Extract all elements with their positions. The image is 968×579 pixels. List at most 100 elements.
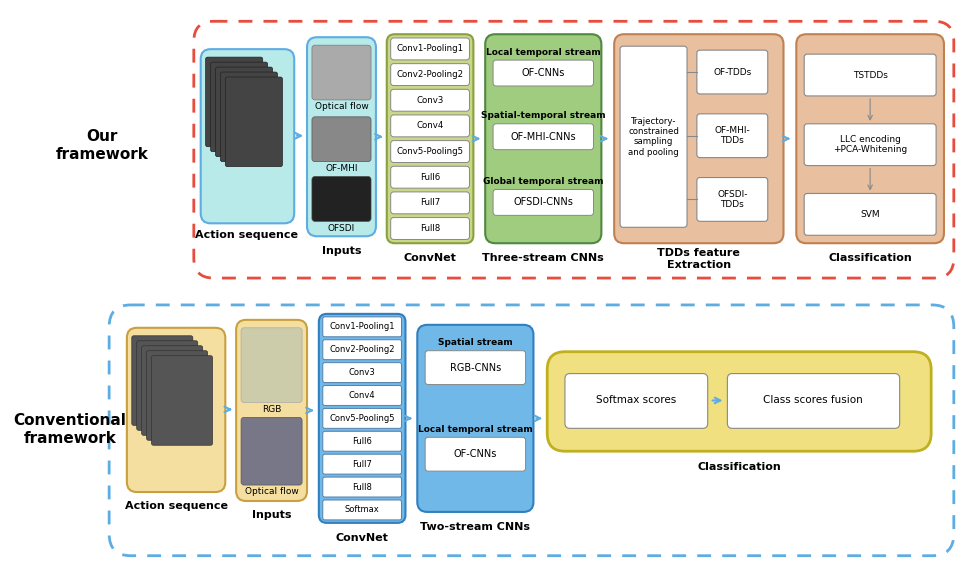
FancyBboxPatch shape bbox=[565, 373, 708, 428]
FancyBboxPatch shape bbox=[485, 34, 601, 243]
FancyBboxPatch shape bbox=[727, 373, 899, 428]
FancyBboxPatch shape bbox=[697, 178, 768, 221]
Text: ConvNet: ConvNet bbox=[336, 533, 388, 543]
FancyBboxPatch shape bbox=[322, 477, 402, 497]
Text: Trajectory-
constrained
sampling
and pooling: Trajectory- constrained sampling and poo… bbox=[628, 116, 679, 157]
FancyBboxPatch shape bbox=[697, 50, 768, 94]
FancyBboxPatch shape bbox=[493, 60, 593, 86]
FancyBboxPatch shape bbox=[226, 77, 283, 167]
Text: OF-MHI-CNNs: OF-MHI-CNNs bbox=[510, 132, 576, 142]
FancyBboxPatch shape bbox=[136, 341, 197, 430]
FancyBboxPatch shape bbox=[697, 114, 768, 157]
Text: Conv2-Pooling2: Conv2-Pooling2 bbox=[329, 345, 395, 354]
Text: Local temporal stream: Local temporal stream bbox=[486, 47, 601, 57]
Text: Full8: Full8 bbox=[420, 224, 440, 233]
FancyBboxPatch shape bbox=[391, 89, 469, 111]
FancyBboxPatch shape bbox=[547, 351, 931, 451]
Text: OF-MHI: OF-MHI bbox=[325, 164, 358, 173]
FancyBboxPatch shape bbox=[391, 166, 469, 188]
Text: Spatial stream: Spatial stream bbox=[438, 338, 513, 347]
FancyBboxPatch shape bbox=[322, 340, 402, 360]
Text: Conv5-Pooling5: Conv5-Pooling5 bbox=[329, 414, 395, 423]
FancyBboxPatch shape bbox=[318, 314, 406, 523]
FancyBboxPatch shape bbox=[322, 431, 402, 451]
Text: Three-stream CNNs: Three-stream CNNs bbox=[482, 253, 604, 263]
FancyBboxPatch shape bbox=[132, 336, 193, 426]
Text: OF-TDDs: OF-TDDs bbox=[713, 68, 751, 76]
Text: Conv4: Conv4 bbox=[416, 122, 443, 130]
Text: Spatial-temporal stream: Spatial-temporal stream bbox=[481, 111, 606, 120]
FancyBboxPatch shape bbox=[425, 437, 526, 471]
FancyBboxPatch shape bbox=[804, 54, 936, 96]
FancyBboxPatch shape bbox=[307, 37, 376, 236]
Text: Softmax scores: Softmax scores bbox=[595, 395, 676, 405]
Text: Local temporal stream: Local temporal stream bbox=[418, 425, 532, 434]
Text: OFSDI-
TDDs: OFSDI- TDDs bbox=[717, 190, 747, 209]
Text: RGB-CNNs: RGB-CNNs bbox=[450, 362, 501, 373]
Text: Action sequence: Action sequence bbox=[196, 230, 298, 240]
FancyBboxPatch shape bbox=[221, 72, 278, 162]
FancyBboxPatch shape bbox=[614, 34, 783, 243]
Text: LLC encoding
+PCA-Whitening: LLC encoding +PCA-Whitening bbox=[833, 135, 907, 155]
FancyBboxPatch shape bbox=[493, 124, 593, 150]
Text: Optical flow: Optical flow bbox=[315, 102, 369, 111]
FancyBboxPatch shape bbox=[211, 62, 267, 152]
Text: Softmax: Softmax bbox=[345, 505, 379, 514]
Text: Conv3: Conv3 bbox=[348, 368, 376, 377]
FancyBboxPatch shape bbox=[391, 38, 469, 60]
Text: OF-MHI-
TDDs: OF-MHI- TDDs bbox=[714, 126, 750, 145]
FancyBboxPatch shape bbox=[312, 117, 371, 162]
FancyBboxPatch shape bbox=[391, 218, 469, 240]
FancyBboxPatch shape bbox=[241, 417, 302, 485]
Text: Classification: Classification bbox=[829, 253, 912, 263]
FancyBboxPatch shape bbox=[322, 408, 402, 428]
FancyBboxPatch shape bbox=[493, 189, 593, 215]
Text: Conv1-Pooling1: Conv1-Pooling1 bbox=[329, 323, 395, 331]
Text: Conv3: Conv3 bbox=[416, 96, 443, 105]
Text: OF-CNNs: OF-CNNs bbox=[522, 68, 565, 78]
Text: ConvNet: ConvNet bbox=[404, 253, 457, 263]
Text: Full7: Full7 bbox=[420, 199, 440, 207]
Text: Classification: Classification bbox=[697, 462, 781, 472]
FancyBboxPatch shape bbox=[322, 500, 402, 520]
FancyBboxPatch shape bbox=[391, 192, 469, 214]
FancyBboxPatch shape bbox=[312, 45, 371, 100]
FancyBboxPatch shape bbox=[194, 21, 953, 278]
FancyBboxPatch shape bbox=[241, 328, 302, 402]
FancyBboxPatch shape bbox=[236, 320, 307, 501]
Text: Conv4: Conv4 bbox=[348, 391, 376, 400]
FancyBboxPatch shape bbox=[425, 351, 526, 384]
FancyBboxPatch shape bbox=[146, 351, 207, 440]
Text: Class scores fusion: Class scores fusion bbox=[763, 395, 862, 405]
FancyBboxPatch shape bbox=[322, 454, 402, 474]
Text: Conventional
framework: Conventional framework bbox=[14, 413, 126, 445]
Text: SVM: SVM bbox=[861, 210, 880, 219]
FancyBboxPatch shape bbox=[322, 386, 402, 405]
FancyBboxPatch shape bbox=[141, 346, 202, 435]
FancyBboxPatch shape bbox=[200, 49, 294, 223]
FancyBboxPatch shape bbox=[804, 193, 936, 235]
Text: Full6: Full6 bbox=[352, 437, 372, 446]
Text: OFSDI: OFSDI bbox=[328, 224, 355, 233]
FancyBboxPatch shape bbox=[804, 124, 936, 166]
FancyBboxPatch shape bbox=[127, 328, 226, 492]
Text: Action sequence: Action sequence bbox=[125, 501, 227, 511]
Text: Conv2-Pooling2: Conv2-Pooling2 bbox=[397, 70, 464, 79]
Text: Full8: Full8 bbox=[352, 482, 372, 492]
FancyBboxPatch shape bbox=[322, 362, 402, 383]
Text: Conv5-Pooling5: Conv5-Pooling5 bbox=[397, 147, 464, 156]
FancyBboxPatch shape bbox=[216, 67, 273, 157]
FancyBboxPatch shape bbox=[391, 115, 469, 137]
Text: Optical flow: Optical flow bbox=[245, 486, 298, 496]
Text: TSTDDs: TSTDDs bbox=[853, 71, 888, 79]
FancyBboxPatch shape bbox=[387, 34, 473, 243]
FancyBboxPatch shape bbox=[109, 305, 953, 556]
Text: RGB: RGB bbox=[262, 405, 282, 414]
FancyBboxPatch shape bbox=[205, 57, 262, 146]
Text: TDDs feature
Extraction: TDDs feature Extraction bbox=[657, 248, 741, 270]
Text: Inputs: Inputs bbox=[252, 510, 291, 520]
FancyBboxPatch shape bbox=[391, 141, 469, 163]
Text: OF-CNNs: OF-CNNs bbox=[454, 449, 497, 459]
Text: Two-stream CNNs: Two-stream CNNs bbox=[420, 522, 530, 532]
Text: Conv1-Pooling1: Conv1-Pooling1 bbox=[397, 45, 464, 53]
